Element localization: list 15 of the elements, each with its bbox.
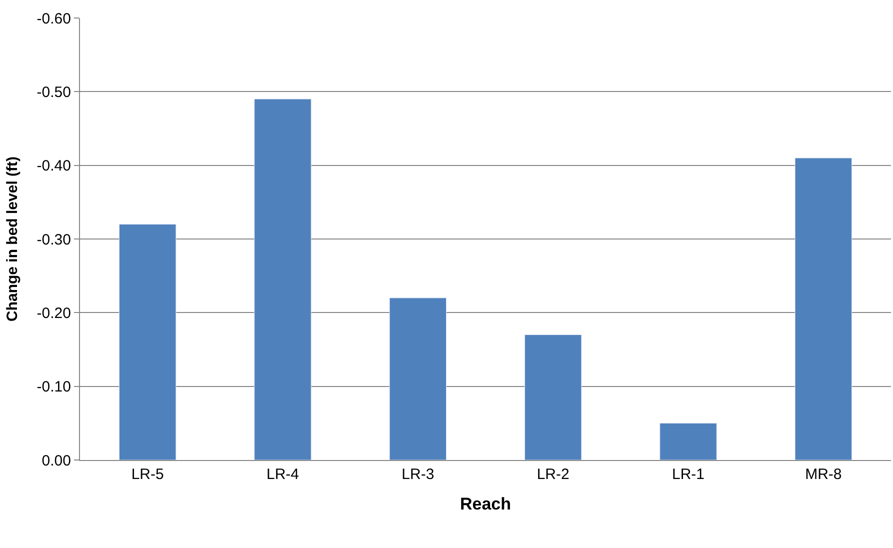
y-tick-label: -0.40: [36, 158, 71, 175]
y-tick-label: 0.00: [42, 452, 71, 470]
y-tick-label: -0.30: [36, 231, 71, 248]
x-tick-label: LR-4: [266, 466, 300, 483]
x-tick-label: LR-2: [536, 466, 570, 483]
x-tick-label: LR-3: [402, 466, 434, 483]
y-tick-label: -0.20: [36, 304, 71, 322]
x-tick-label: LR-5: [131, 466, 164, 483]
x-axis-title: Reach: [460, 494, 512, 514]
x-tick-label: MR-8: [805, 466, 842, 483]
y-tick-label: -0.60: [36, 10, 71, 28]
y-tick-label: -0.10: [36, 378, 71, 396]
y-axis-title: Change in bed level (ft): [4, 156, 22, 322]
x-tick-label: LR-1: [672, 466, 705, 483]
y-tick-label: -0.50: [36, 84, 71, 101]
